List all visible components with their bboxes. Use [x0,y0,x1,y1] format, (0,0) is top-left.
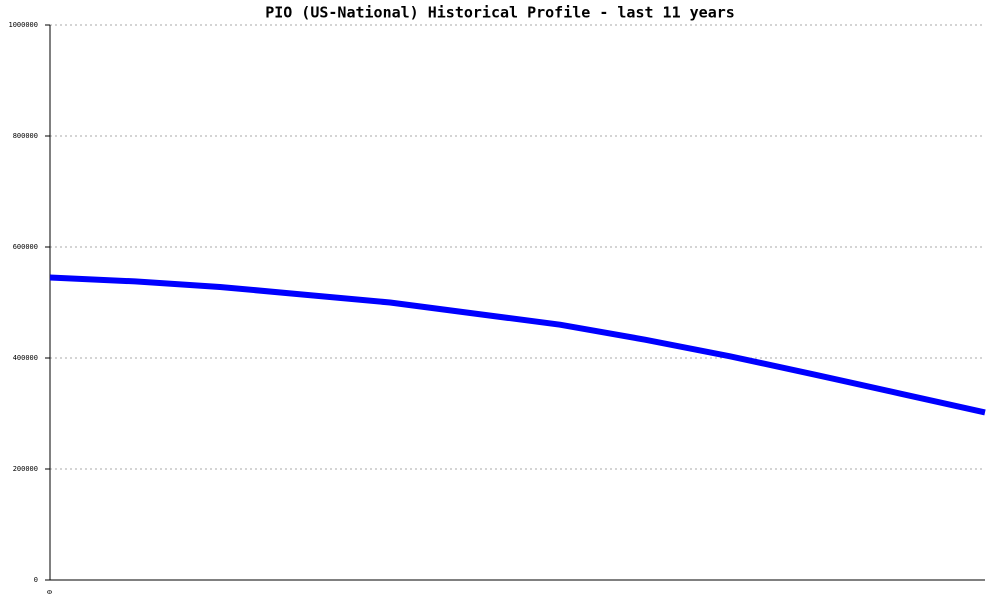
y-tick-label: 1000000 [8,21,38,29]
y-tick-label: 200000 [13,465,38,473]
y-tick-label: 600000 [13,243,38,251]
chart-title: PIO (US-National) Historical Profile - l… [265,4,735,22]
y-tick-label: 400000 [13,354,38,362]
y-tick-label: 800000 [13,132,38,140]
y-tick-label: 0 [34,576,38,584]
data-line [49,274,986,416]
x-tick-label: 0 [46,590,54,594]
